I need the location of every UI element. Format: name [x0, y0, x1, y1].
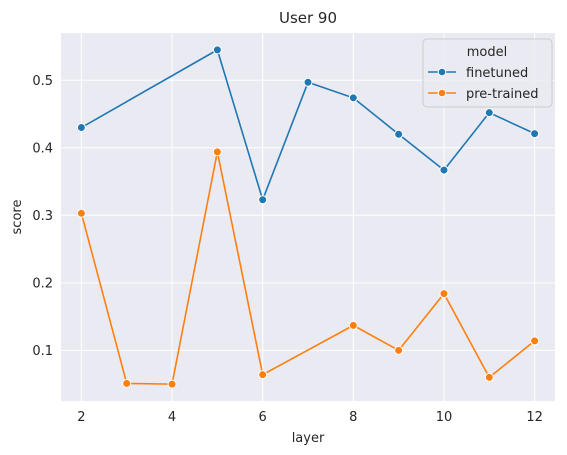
series-line-pre-trained [80, 151, 536, 385]
series-lines [76, 45, 540, 389]
axis-ticks: 2 4 6 8 10 12 0.1 0.2 0.3 0.4 0.5 [32, 74, 543, 425]
y-tick-label-0.2: 0.2 [32, 276, 53, 291]
data-point-finetuned-9 [394, 129, 404, 139]
legend-label-pre-trained: pre-trained [466, 87, 539, 102]
data-point-finetuned-12 [530, 129, 540, 139]
x-tick-label-2: 2 [77, 410, 85, 425]
y-tick-label-0.5: 0.5 [32, 74, 53, 89]
x-tick-label-10: 10 [436, 410, 453, 425]
legend-box [422, 38, 553, 108]
y-tick-label-0.4: 0.4 [32, 141, 53, 156]
y-axis-label: score [10, 200, 25, 235]
data-point-finetuned-10 [439, 165, 449, 175]
data-point-finetuned-11 [484, 108, 494, 118]
data-point-finetuned-2 [76, 123, 86, 133]
chart-title: User 90 [279, 9, 337, 27]
legend-swatch-finetuned-marker [437, 67, 447, 77]
data-point-finetuned-5 [212, 45, 222, 55]
x-tick-label-12: 12 [526, 410, 543, 425]
legend-swatch-pre-trained-marker [437, 88, 447, 98]
x-tick-label-6: 6 [259, 410, 267, 425]
x-tick-label-8: 8 [349, 410, 357, 425]
legend-label-finetuned: finetuned [466, 66, 528, 81]
data-point-pre-trained-8 [348, 320, 358, 330]
data-point-pre-trained-11 [484, 372, 494, 382]
data-point-pre-trained-3 [122, 378, 132, 388]
x-axis-label: layer [292, 431, 325, 446]
data-point-pre-trained-9 [394, 345, 404, 355]
legend-title: model [467, 45, 507, 60]
data-point-pre-trained-6 [258, 370, 268, 380]
y-tick-label-0.3: 0.3 [32, 209, 53, 224]
legend: model finetuned pre-trained [422, 38, 553, 108]
data-point-pre-trained-12 [530, 336, 540, 346]
y-tick-label-0.1: 0.1 [32, 344, 53, 359]
data-point-finetuned-6 [258, 195, 268, 205]
data-point-finetuned-7 [303, 77, 313, 87]
data-point-pre-trained-5 [212, 147, 222, 157]
data-point-finetuned-8 [348, 93, 358, 103]
data-point-pre-trained-10 [439, 289, 449, 299]
x-tick-label-4: 4 [168, 410, 176, 425]
data-point-pre-trained-2 [76, 208, 86, 218]
data-point-pre-trained-4 [167, 379, 177, 389]
